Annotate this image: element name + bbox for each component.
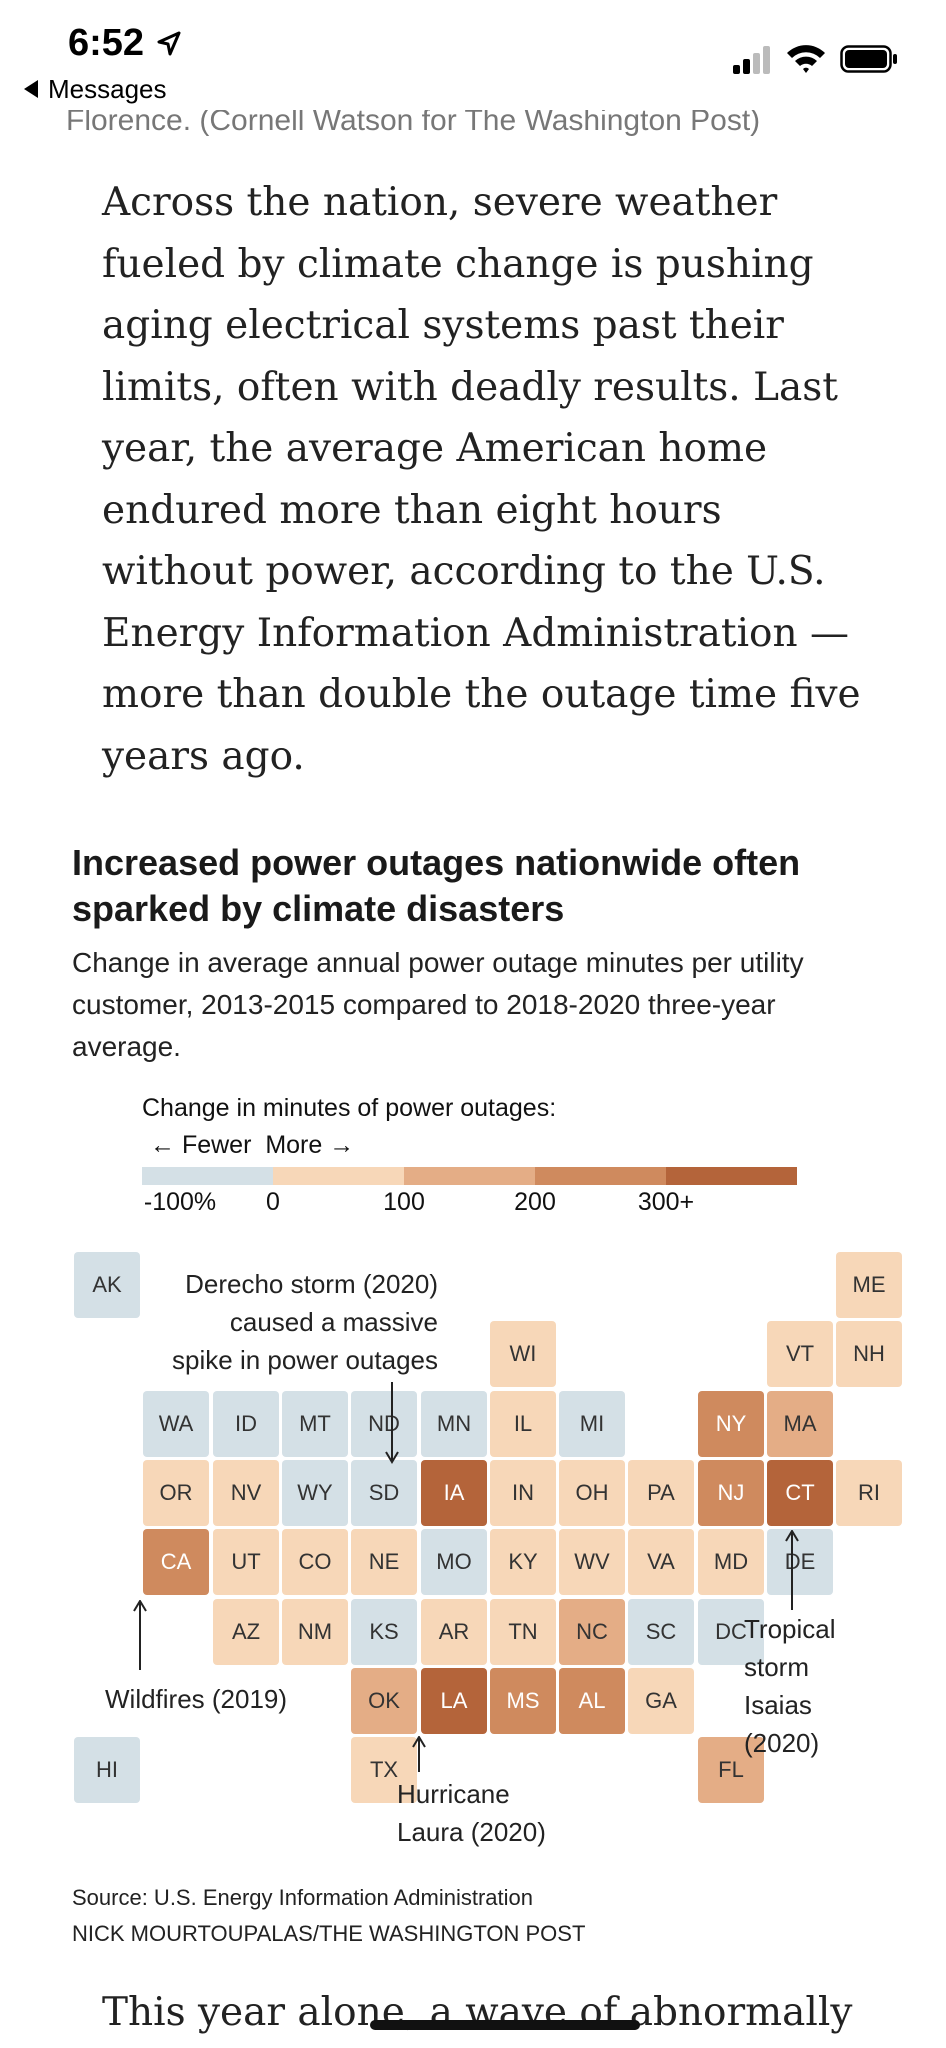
annotation-line: Derecho storm (2020)	[185, 1269, 438, 1299]
legend-tick-label: 100	[383, 1188, 425, 1216]
state-tile-al: AL	[559, 1668, 625, 1734]
state-tile-wy: WY	[282, 1460, 348, 1526]
source-line: Source: U.S. Energy Information Administ…	[72, 1885, 533, 1910]
annotation-line: Wildfires (2019)	[105, 1684, 288, 1714]
state-tile-ga: GA	[628, 1668, 694, 1734]
legend-swatch	[142, 1167, 273, 1185]
state-tile-wa: WA	[143, 1391, 209, 1457]
state-tile-sd: SD	[351, 1460, 417, 1526]
state-tile-ny: NY	[698, 1391, 764, 1457]
legend-tick-label: 0	[266, 1188, 280, 1216]
annotation-line: Tropical	[744, 1614, 836, 1644]
legend-tick-label: 200	[514, 1188, 556, 1216]
cellular-signal-icon	[733, 44, 773, 74]
state-tile-md: MD	[698, 1529, 764, 1595]
annotation-line: (2020)	[744, 1728, 820, 1758]
annotation-line: caused a massive	[229, 1307, 438, 1337]
state-tile-mt: MT	[282, 1391, 348, 1457]
laura-arrow-icon	[412, 1736, 426, 1772]
state-tile-la: LA	[421, 1668, 487, 1734]
annotation-derecho: Derecho storm (2020) caused a massive sp…	[150, 1265, 438, 1379]
state-tile-nv: NV	[213, 1460, 279, 1526]
wildfires-arrow-icon	[133, 1600, 147, 1670]
annotation-line: Isaias	[744, 1690, 812, 1720]
annotation-line: Laura (2020)	[397, 1817, 546, 1847]
state-tile-wv: WV	[559, 1529, 625, 1595]
location-arrow-icon	[157, 31, 181, 56]
credit-line: NICK MOURTOUPALAS/THE WASHINGTON POST	[72, 1921, 586, 1946]
state-tile-fl: FL	[698, 1737, 764, 1803]
status-bar: 6:52 Messages	[0, 0, 946, 110]
state-tile-sc: SC	[628, 1599, 694, 1665]
state-tile-ma: MA	[767, 1391, 833, 1457]
state-tile-mn: MN	[421, 1391, 487, 1457]
state-tile-wi: WI	[490, 1321, 556, 1387]
state-tile-ne: NE	[351, 1529, 417, 1595]
state-tile-ms: MS	[490, 1668, 556, 1734]
state-tile-az: AZ	[213, 1599, 279, 1665]
state-tile-or: OR	[143, 1460, 209, 1526]
legend-more-label: More →	[265, 1131, 355, 1159]
annotation-line: Hurricane	[397, 1779, 510, 1809]
state-tile-ca: CA	[143, 1529, 209, 1595]
legend-tick-label: -100%	[143, 1188, 217, 1216]
state-tile-ri: RI	[836, 1460, 902, 1526]
state-tile-ct: CT	[767, 1460, 833, 1526]
state-tile-id: ID	[213, 1391, 279, 1457]
state-tile-dc: DC	[698, 1599, 764, 1665]
chart-source: Source: U.S. Energy Information Administ…	[72, 1880, 585, 1952]
state-tile-va: VA	[628, 1529, 694, 1595]
chart-subtitle: Change in average annual power outage mi…	[72, 947, 804, 1062]
legend-swatch	[535, 1167, 666, 1185]
state-tile-de: DE	[767, 1529, 833, 1595]
state-tile-nc: NC	[559, 1599, 625, 1665]
state-tile-nd: ND	[351, 1391, 417, 1457]
annotation-wildfires: Wildfires (2019)	[105, 1680, 287, 1718]
state-tile-mi: MI	[559, 1391, 625, 1457]
state-tile-ut: UT	[213, 1529, 279, 1595]
legend-swatch	[404, 1167, 535, 1185]
annotation-line: storm	[744, 1652, 809, 1682]
state-tile-co: CO	[282, 1529, 348, 1595]
home-indicator[interactable]	[370, 2020, 640, 2030]
back-arrow-icon	[24, 80, 38, 99]
state-tile-oh: OH	[559, 1460, 625, 1526]
legend-swatch	[666, 1167, 797, 1185]
annotation-line: spike in power outages	[172, 1345, 438, 1375]
legend-swatch	[273, 1167, 404, 1185]
state-tile-il: IL	[490, 1391, 556, 1457]
state-tile-nh: NH	[836, 1321, 902, 1387]
annotation-isaias: Tropical storm Isaias (2020)	[744, 1610, 836, 1762]
legend-title: Change in minutes of power outages:	[142, 1094, 557, 1122]
annotation-laura: Hurricane Laura (2020)	[397, 1775, 546, 1851]
state-tile-ky: KY	[490, 1529, 556, 1595]
battery-icon	[840, 45, 897, 73]
derecho-arrow-icon	[385, 1382, 399, 1464]
back-label: Messages	[48, 74, 167, 104]
state-tile-hi: HI	[74, 1737, 140, 1803]
wifi-icon	[787, 45, 825, 73]
state-tile-ar: AR	[421, 1599, 487, 1665]
state-tile-pa: PA	[628, 1460, 694, 1526]
state-tile-nj: NJ	[698, 1460, 764, 1526]
back-to-messages-button[interactable]: Messages	[24, 74, 167, 105]
clock: 6:52	[68, 22, 145, 64]
state-tile-me: ME	[836, 1252, 902, 1318]
state-tile-tx: TX	[351, 1737, 417, 1803]
article-paragraph: Across the nation, severe weather fueled…	[102, 180, 861, 779]
isaias-arrow-icon	[785, 1530, 799, 1610]
state-tile-ia: IA	[421, 1460, 487, 1526]
chart-title: Increased power outages nationwide often…	[72, 842, 801, 929]
legend-direction: ← Fewer More →	[150, 1131, 354, 1160]
legend-tick-label: 300+	[637, 1188, 695, 1216]
state-tile-vt: VT	[767, 1321, 833, 1387]
state-tile-ks: KS	[351, 1599, 417, 1665]
state-tile-ok: OK	[351, 1668, 417, 1734]
legend-fewer-label: ← Fewer	[150, 1131, 252, 1159]
state-tile-nm: NM	[282, 1599, 348, 1665]
state-tile-in: IN	[490, 1460, 556, 1526]
state-tile-mo: MO	[421, 1529, 487, 1595]
state-tile-ak: AK	[74, 1252, 140, 1318]
state-tile-tn: TN	[490, 1599, 556, 1665]
